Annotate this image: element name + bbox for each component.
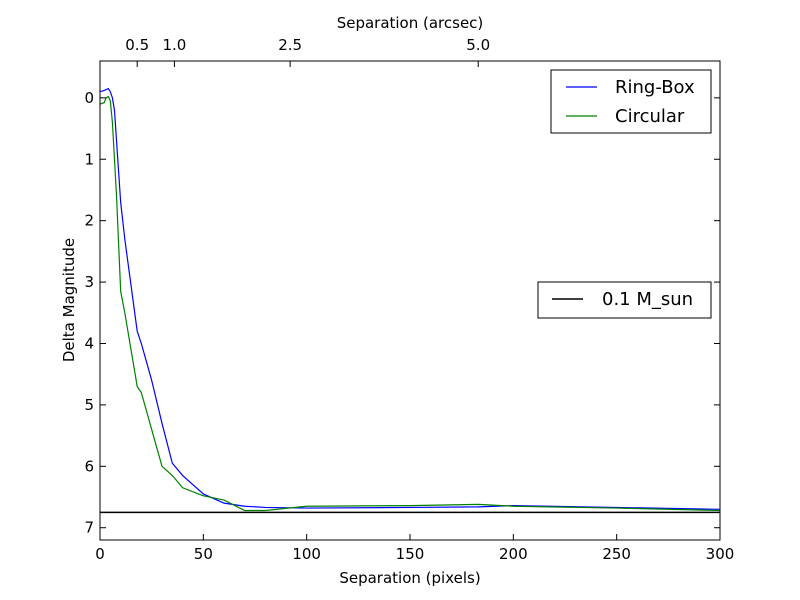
y-tick-label: 2 (84, 212, 94, 230)
y-tick-label: 5 (84, 396, 94, 414)
x-tick-label: 150 (396, 545, 425, 563)
top-x-tick-label: 2.5 (278, 36, 302, 54)
legend-label: Ring-Box (615, 77, 695, 98)
legend-series: Ring-Box Circular (550, 69, 712, 134)
ticks-layer: 0 50 100 150 200 250 300 0 1 2 3 4 5 6 7 0.5 1.0 2.5 5.0 (84, 36, 734, 563)
top-x-tick-label: 1.0 (162, 36, 186, 54)
y-tick-label: 4 (84, 334, 94, 352)
x-axis-label: Separation (pixels) (339, 569, 480, 587)
legend-reference-line: 0.1 M_sun (537, 281, 712, 319)
y-tick-label: 1 (84, 150, 94, 168)
top-x-tick-label: 0.5 (125, 36, 149, 54)
y-tick-label: 7 (84, 519, 94, 537)
top-x-tick-label: 5.0 (466, 36, 490, 54)
x-tick-label: 200 (499, 545, 528, 563)
series-line-ring-box (100, 87, 720, 510)
x-tick-label: 100 (292, 545, 321, 563)
y-tick-label: 0 (84, 89, 94, 107)
x-tick-label: 250 (602, 545, 631, 563)
top-x-axis-label: Separation (arcsec) (337, 14, 484, 32)
legend-label: 0.1 M_sun (602, 289, 693, 310)
x-tick-label: 50 (194, 545, 213, 563)
series-layer (100, 87, 720, 514)
y-tick-label: 6 (84, 457, 94, 475)
legend-label: Circular (615, 106, 685, 127)
x-tick-label: 0 (95, 545, 105, 563)
x-tick-label: 300 (706, 545, 735, 563)
legend-box (550, 69, 712, 134)
y-tick-label: 3 (84, 273, 94, 291)
series-line-circular (100, 95, 720, 512)
legend-box (537, 281, 712, 319)
y-axis-label: Delta Magnitude (60, 238, 78, 362)
